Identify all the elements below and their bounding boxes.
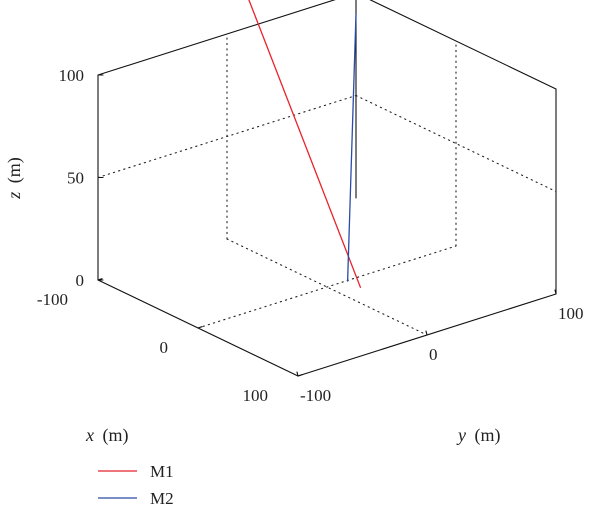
tick-labels: 0 50 100 -100 0 100 -100 0 100 xyxy=(37,66,584,405)
z-tick-label: 0 xyxy=(76,271,85,290)
x-axis-label-name: x xyxy=(85,425,94,445)
grid-floor-x xyxy=(197,245,457,329)
x-tick-label: -100 xyxy=(37,290,68,309)
series-line-m2 xyxy=(346,13,357,282)
grid-lines xyxy=(97,33,557,336)
box-edge-top-back xyxy=(97,0,336,76)
y-axis-label-unit: (m) xyxy=(475,425,501,446)
box-edge-top-right xyxy=(369,0,557,90)
legend-label-m1: M1 xyxy=(150,462,174,481)
grid-right-wall-z xyxy=(355,94,557,193)
x-tick-mark xyxy=(297,374,303,377)
z-axis-label-name: z xyxy=(4,192,24,200)
x-tick-label: 100 xyxy=(243,386,269,405)
data-series xyxy=(248,0,362,289)
series-line-m1 xyxy=(248,0,362,289)
y-tick-label: 100 xyxy=(558,304,584,323)
x-axis-label-unit: (m) xyxy=(103,425,129,446)
z-tick-label: 100 xyxy=(59,66,85,85)
y-axis-label: y (m) xyxy=(456,425,501,446)
legend: M1 M2 xyxy=(98,462,174,508)
y-tick-label: -100 xyxy=(300,386,331,405)
y-tick-mark xyxy=(296,371,299,377)
x-axis-label: x (m) xyxy=(85,425,129,446)
x-tick-label: 0 xyxy=(160,338,169,357)
grid-floor-y xyxy=(226,238,428,336)
z-axis-label-unit: (m) xyxy=(4,157,25,183)
z-axis-label: z (m) xyxy=(4,157,25,200)
axes-box xyxy=(97,0,557,377)
x-tick-mark xyxy=(97,278,103,281)
legend-label-m2: M2 xyxy=(150,489,174,508)
y-tick-label: 0 xyxy=(429,345,438,364)
y-tick-mark xyxy=(554,289,557,295)
y-axis-label-name: y xyxy=(456,425,466,445)
z-tick-label: 50 xyxy=(67,169,84,188)
